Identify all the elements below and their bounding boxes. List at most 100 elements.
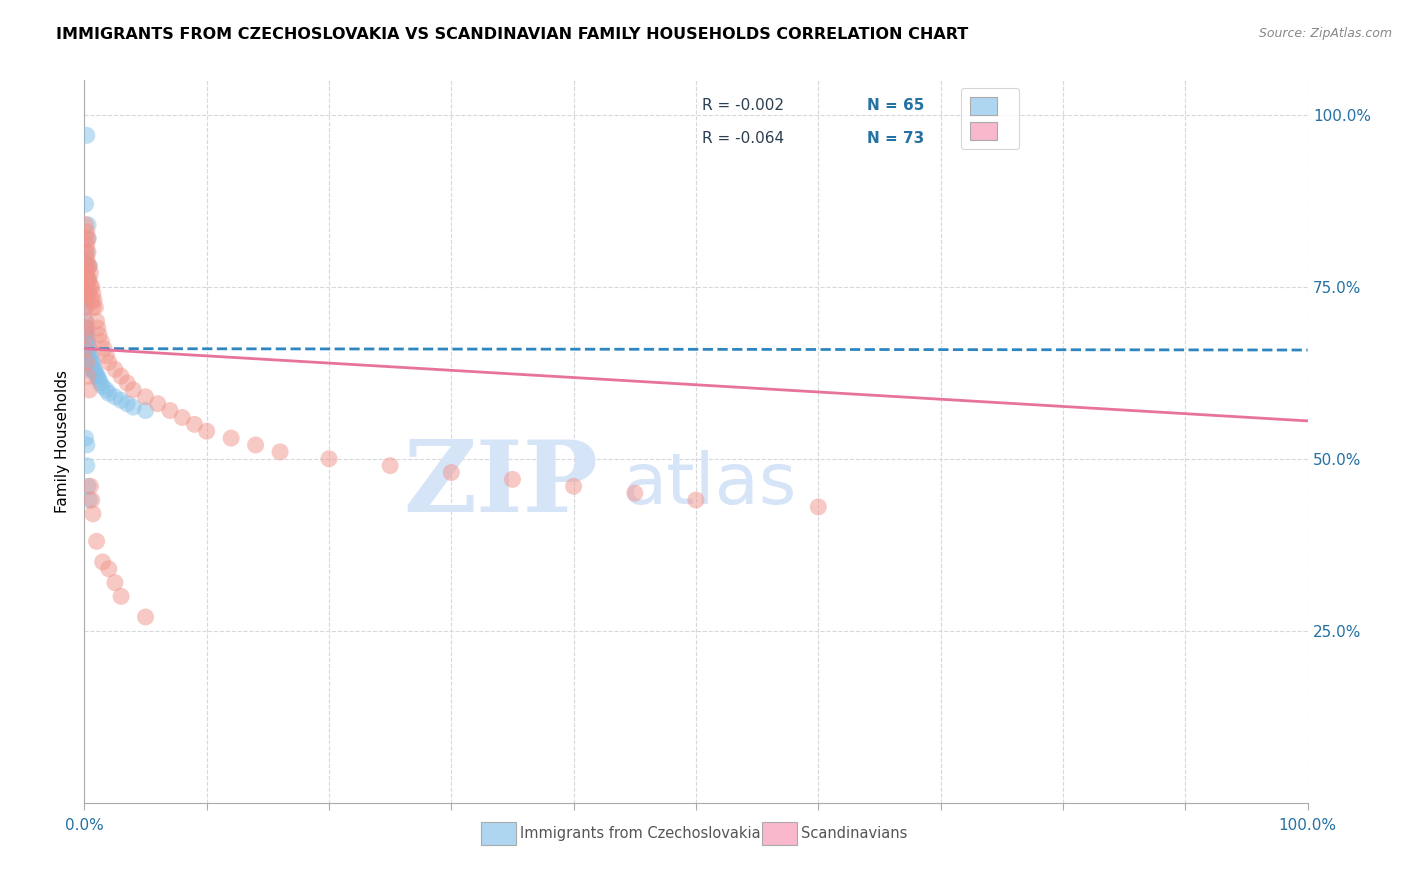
Point (79, 355, 101, 369)
Point (77, 231, 100, 245)
Point (76, 286, 98, 301)
Point (86, 534, 108, 549)
Text: Source: ZipAtlas.com: Source: ZipAtlas.com (1258, 27, 1392, 40)
Point (75, 342, 97, 356)
Point (75, 293, 97, 308)
Point (75, 197, 97, 211)
Point (82, 362, 104, 376)
Point (77, 259, 100, 273)
Point (135, 403, 157, 417)
Y-axis label: Family Households: Family Households (55, 370, 70, 513)
Point (77, 355, 100, 369)
Point (87, 373, 110, 387)
Point (77, 369, 100, 384)
Point (115, 376, 138, 390)
Point (76, 355, 98, 369)
Point (195, 424, 218, 438)
Point (93, 342, 115, 356)
Point (76, 334, 98, 349)
Point (269, 445, 291, 459)
Point (75, 286, 97, 301)
Point (87, 321, 110, 335)
Point (624, 486, 647, 500)
Point (75, 355, 97, 369)
Point (76, 458, 98, 473)
Point (104, 390, 127, 404)
Point (86, 314, 108, 328)
Point (84, 366, 107, 380)
Point (76, 259, 98, 273)
Point (77, 286, 100, 301)
Point (86, 369, 108, 384)
Point (91, 555, 114, 569)
Point (82, 286, 104, 301)
Point (97, 386, 120, 401)
Point (77, 273, 100, 287)
Point (75, 273, 97, 287)
Point (77, 342, 100, 356)
Point (115, 397, 138, 411)
Point (77, 349, 100, 363)
Point (75, 231, 97, 245)
Point (80, 355, 103, 369)
Point (146, 397, 169, 411)
Point (82, 355, 104, 369)
Text: ZIP: ZIP (404, 436, 598, 533)
Text: N = 65: N = 65 (868, 98, 925, 113)
Point (79, 479, 101, 493)
Point (75, 342, 97, 356)
Point (807, 500, 830, 514)
Point (75, 334, 97, 349)
Point (87, 369, 110, 384)
Point (104, 575, 127, 590)
Point (159, 403, 181, 417)
Point (77, 355, 100, 369)
Point (84, 301, 107, 315)
Point (89, 376, 111, 390)
Point (75, 286, 97, 301)
Point (76, 327, 98, 342)
Point (75, 259, 97, 273)
Point (502, 472, 524, 486)
Point (75, 314, 97, 328)
Point (75, 279, 97, 293)
Point (75, 327, 97, 342)
Point (75, 334, 97, 349)
Point (75, 321, 97, 335)
Point (82, 507, 104, 521)
Point (75, 252, 97, 267)
Point (77, 259, 100, 273)
Point (77, 273, 100, 287)
Text: Immigrants from Czechoslovakia: Immigrants from Czechoslovakia (520, 826, 761, 840)
Point (172, 410, 194, 425)
Point (97, 562, 120, 576)
Point (219, 431, 242, 445)
Point (75, 314, 97, 328)
Text: R = -0.064: R = -0.064 (702, 130, 785, 145)
Point (80, 493, 103, 508)
Point (76, 128, 98, 143)
Point (135, 610, 157, 624)
Point (75, 431, 97, 445)
Point (76, 245, 98, 260)
Point (90, 334, 112, 349)
Point (440, 466, 463, 480)
Point (76, 273, 98, 287)
Legend: , : , (960, 88, 1018, 149)
Point (183, 417, 205, 432)
Point (685, 493, 707, 508)
Point (75, 273, 97, 287)
Point (245, 438, 267, 452)
Point (87, 327, 110, 342)
Point (91, 379, 114, 393)
Text: IMMIGRANTS FROM CZECHOSLOVAKIA VS SCANDINAVIAN FAMILY HOUSEHOLDS CORRELATION CHA: IMMIGRANTS FROM CZECHOSLOVAKIA VS SCANDI… (56, 27, 969, 42)
Point (76, 355, 98, 369)
Point (75, 301, 97, 315)
Point (75, 327, 97, 342)
Point (79, 266, 101, 280)
Point (80, 362, 103, 376)
Point (75, 218, 97, 232)
Point (79, 349, 101, 363)
Point (76, 321, 98, 335)
Point (83, 362, 105, 376)
